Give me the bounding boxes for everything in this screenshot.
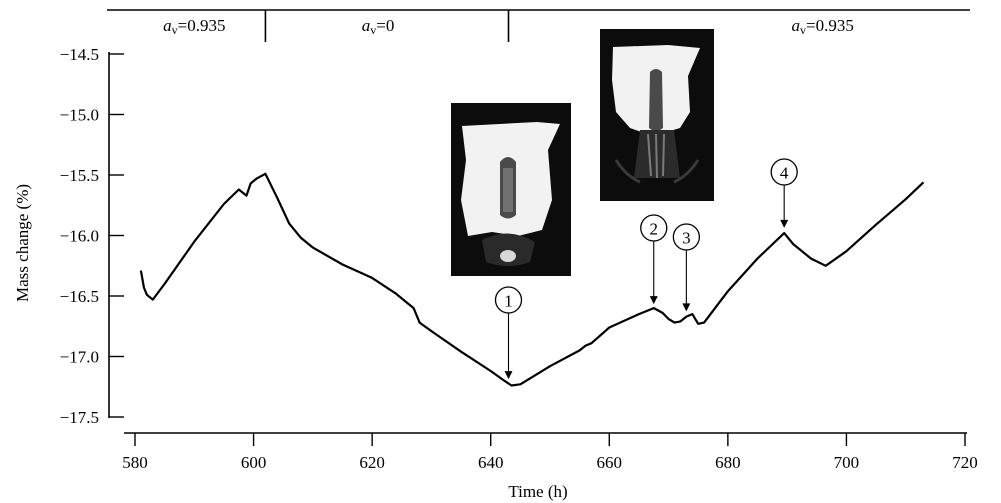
phase-label: av=0 — [362, 16, 395, 37]
y-tick-label: −15.5 — [60, 166, 99, 185]
x-tick-label: 600 — [241, 453, 267, 472]
phase-label: av=0.935 — [163, 16, 225, 37]
annotation-marker: 1 — [494, 286, 523, 380]
x-tick-label: 680 — [715, 453, 741, 472]
x-tick-label: 700 — [834, 453, 860, 472]
x-tick-label: 620 — [359, 453, 385, 472]
y-axis-title: Mass change (%) — [13, 184, 32, 302]
annotation-circle — [672, 223, 701, 251]
specimen-photo-1 — [451, 103, 571, 276]
annotations: 1 2 3 4 — [494, 158, 798, 380]
phase-dividers — [264, 10, 510, 42]
y-tick-label: −15.0 — [60, 106, 99, 125]
annotation-marker: 2 — [640, 214, 668, 305]
y-tick-label: −14.5 — [60, 45, 99, 64]
x-tick-label: 580 — [122, 453, 148, 472]
x-axis-title: Time (h) — [508, 482, 567, 501]
arrow-head-icon — [682, 303, 691, 312]
annotation-label: 4 — [780, 164, 789, 183]
annotation-circle — [494, 286, 523, 314]
y-tick-label: −17.0 — [60, 348, 99, 367]
x-tick-label: 660 — [597, 453, 623, 472]
y-tick-label: −17.5 — [60, 408, 99, 427]
annotation-circle — [770, 158, 798, 186]
series-line — [139, 172, 925, 387]
x-ticks: 580 600 620 640 660 680 700 720 — [122, 433, 978, 472]
annotation-marker: 4 — [770, 158, 798, 228]
phase-labels: av=0.935 av=0 av=0.935 — [163, 16, 854, 37]
annotation-marker: 3 — [672, 223, 701, 312]
x-tick-label: 720 — [952, 453, 978, 472]
phase-label: av=0.935 — [792, 16, 854, 37]
y-tick-label: −16.0 — [60, 227, 99, 246]
arrow-head-icon — [649, 296, 658, 305]
annotation-label: 1 — [504, 292, 513, 311]
y-ticks: −14.5 −15.0 −15.5 −16.0 −16.5 −17.0 −17.5 — [60, 45, 124, 427]
x-tick-label: 640 — [478, 453, 504, 472]
annotation-label: 2 — [650, 220, 659, 239]
specimen-photo-2 — [600, 29, 714, 201]
arrow-head-icon — [504, 371, 513, 380]
annotation-label: 3 — [682, 229, 691, 248]
y-tick-label: −16.5 — [60, 287, 99, 306]
annotation-circle — [640, 214, 668, 242]
arrow-head-icon — [780, 219, 789, 228]
